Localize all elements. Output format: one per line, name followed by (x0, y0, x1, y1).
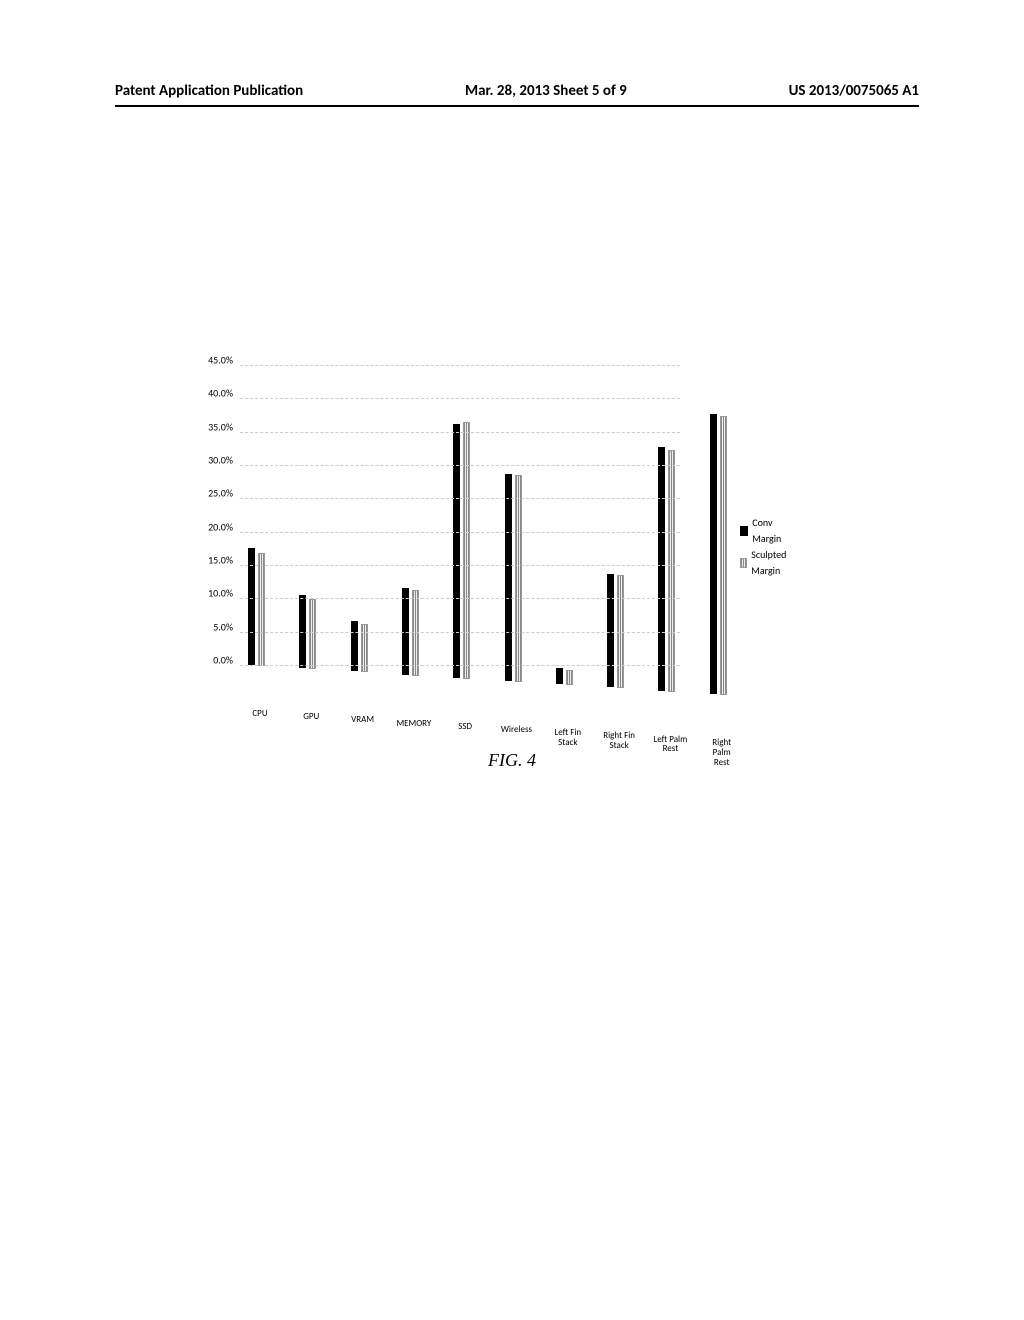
gridline (240, 565, 680, 566)
figure-caption: FIG. 4 (0, 750, 1024, 771)
bar-sculpt (515, 475, 522, 682)
x-tick-label: SSD (440, 722, 490, 732)
bar-sculpt (720, 416, 727, 695)
gridline (240, 665, 680, 666)
legend-label: Conv Margin (752, 515, 795, 547)
y-tick-label: 5.0% (213, 620, 233, 633)
y-tick-label: 35.0% (208, 420, 233, 433)
gridline (240, 498, 680, 499)
bar-conv (710, 414, 717, 694)
y-tick-label: 40.0% (208, 387, 233, 400)
page-header: Patent Application Publication Mar. 28, … (115, 82, 919, 100)
gridline (240, 465, 680, 466)
y-tick-label: 20.0% (208, 520, 233, 533)
bar-sculpt (566, 670, 573, 685)
gridline (240, 598, 680, 599)
gridline (240, 365, 680, 366)
y-tick-label: 45.0% (208, 354, 233, 367)
header-right: US 2013/0075065 A1 (789, 82, 919, 100)
bars-layer (240, 365, 680, 665)
gridline (240, 398, 680, 399)
gridline (240, 532, 680, 533)
legend-item-sculpt: Sculpted Margin (740, 547, 795, 579)
bar-sculpt (309, 599, 316, 669)
y-tick-label: 30.0% (208, 454, 233, 467)
bar-sculpt (463, 422, 470, 679)
x-tick-label: CPU (235, 709, 285, 719)
square-icon (740, 558, 747, 568)
bar-conv (556, 668, 563, 685)
bar-sculpt (258, 553, 265, 666)
header-left: Patent Application Publication (115, 82, 303, 100)
gridline (240, 432, 680, 433)
y-axis: 0.0%5.0%10.0%15.0%20.0%25.0%30.0%35.0%40… (193, 360, 233, 660)
y-tick-label: 25.0% (208, 487, 233, 500)
header-rule (115, 105, 919, 107)
bar-conv (658, 447, 665, 690)
legend-item-conv: Conv Margin (740, 515, 795, 547)
y-tick-label: 10.0% (208, 587, 233, 600)
legend: Conv Margin Sculpted Margin (740, 515, 795, 579)
bar-conv (351, 621, 358, 671)
x-tick-label: Wireless (492, 725, 542, 735)
bar-sculpt (668, 450, 675, 692)
plot-area (240, 365, 680, 665)
bar-sculpt (412, 590, 419, 675)
y-tick-label: 0.0% (213, 654, 233, 667)
bar-conv (505, 474, 512, 681)
margin-bar-chart: 0.0% 5.0% 10.0% 15.0% 20.0% 25.0% 30.0% 35.0% 40… (195, 365, 795, 705)
x-tick-label: MEMORY (389, 719, 439, 729)
x-tick-label: Left FinStack (543, 728, 593, 748)
header-center: Mar. 28, 2013 Sheet 5 of 9 (465, 82, 627, 100)
x-tick-label: Right FinStack (594, 731, 644, 751)
x-tick-label: VRAM (338, 715, 388, 725)
y-tick-label: 15.0% (208, 554, 233, 567)
gridline (240, 632, 680, 633)
square-icon (740, 526, 748, 536)
bar-conv (453, 424, 460, 677)
legend-label: Sculpted Margin (751, 547, 795, 579)
x-tick-label: GPU (286, 712, 336, 722)
